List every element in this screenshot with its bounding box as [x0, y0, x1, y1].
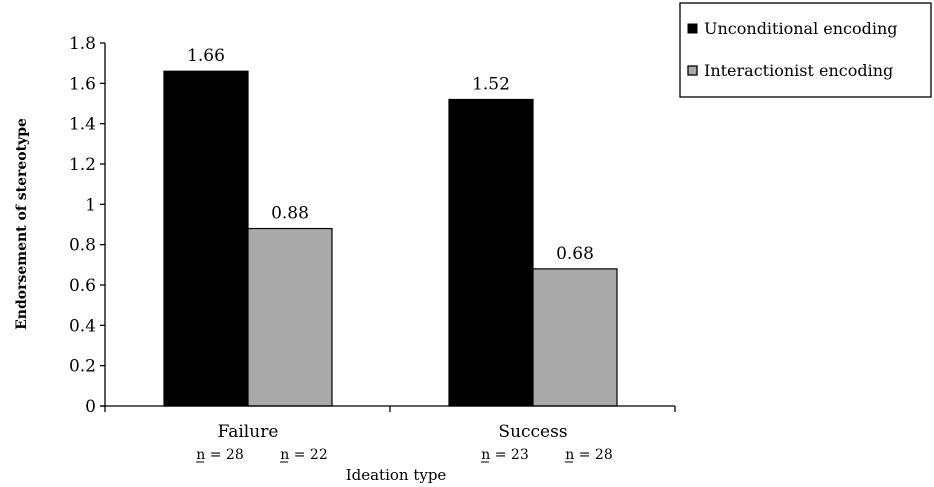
sample-size-label: n = 23	[481, 447, 528, 463]
bars	[163, 70, 618, 407]
y-tick-label: 1	[85, 195, 96, 215]
data-label-failure-unconditional: 1.66	[187, 46, 225, 66]
legend-swatch-unconditional	[687, 23, 698, 34]
y-tick-label: 0.2	[69, 357, 96, 377]
bar-success-unconditional	[448, 98, 534, 407]
y-tick-label: 1.8	[69, 34, 96, 54]
y-tick-label: 0.4	[69, 316, 96, 336]
bar-failure-unconditional	[163, 70, 249, 407]
y-tick-label: 1.6	[69, 74, 96, 94]
legend-label-interactionist: Interactionist encoding	[704, 61, 893, 80]
category-label: Failure	[218, 422, 279, 442]
sample-size-label: n = 28	[196, 447, 243, 463]
data-label-success-interactionist: 0.68	[556, 244, 594, 264]
data-labels: 1.66 0.88 1.52 0.68	[187, 46, 594, 264]
x-axis-title: Ideation type	[346, 466, 447, 484]
category-label: Success	[498, 422, 567, 442]
y-tick-label: 0.8	[69, 236, 96, 256]
data-label-failure-interactionist: 0.88	[271, 204, 309, 224]
y-tick-label: 0.6	[69, 276, 96, 296]
legend-swatch-interactionist	[687, 65, 698, 76]
y-axis-ticks: 0 0.2 0.4 0.6 0.8 1 1.2 1.4 1.6 1.8	[69, 34, 676, 417]
data-label-success-unconditional: 1.52	[472, 74, 510, 94]
legend-label-unconditional: Unconditional encoding	[704, 19, 898, 38]
category-labels: Failure n = 28 n = 22 Success n = 23 n = 28	[196, 422, 613, 463]
bar-failure-interactionist	[247, 227, 333, 407]
y-tick-label: 0	[85, 397, 96, 417]
sample-size-label: n = 28	[565, 447, 612, 463]
sample-size-label: n = 22	[280, 447, 327, 463]
legend-box	[679, 2, 932, 98]
bar-success-interactionist	[532, 268, 618, 407]
y-axis-title: Endorsement of stereotype	[14, 118, 30, 330]
y-tick-label: 1.2	[69, 155, 96, 175]
y-tick-label: 1.4	[69, 115, 96, 135]
legend: Unconditional encoding Interactionist en…	[679, 2, 932, 98]
